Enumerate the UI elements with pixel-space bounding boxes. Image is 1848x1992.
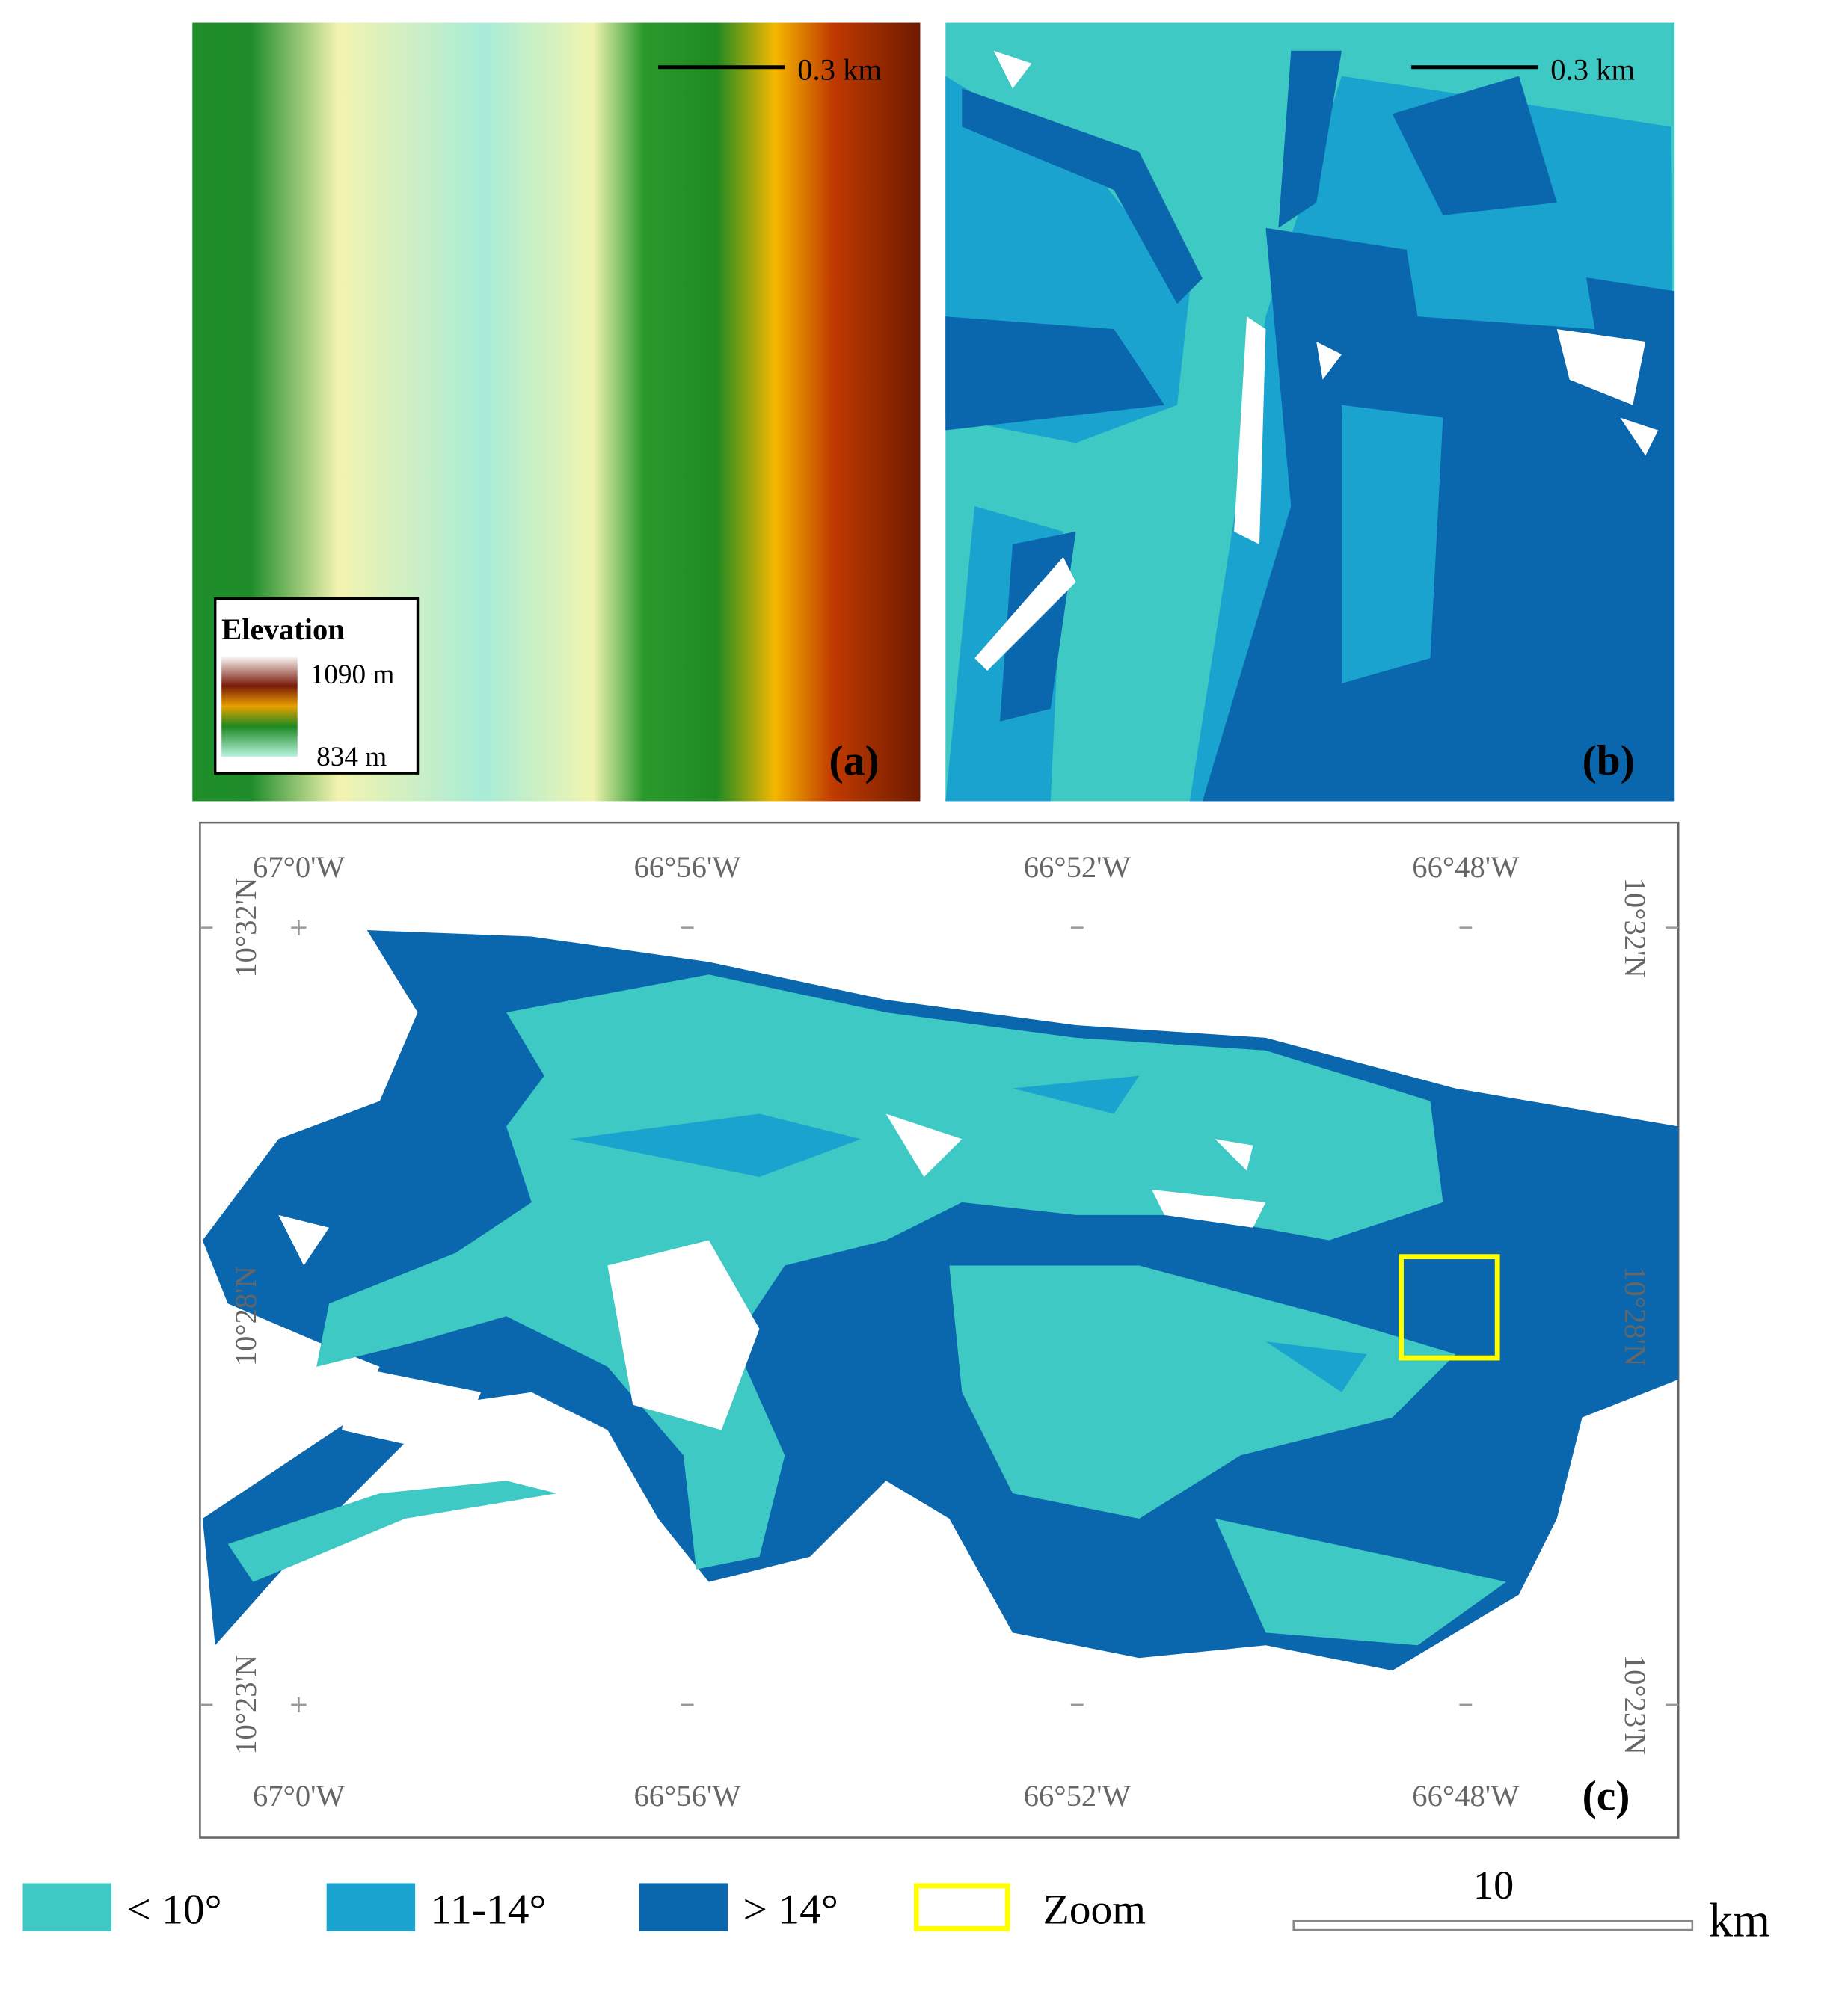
slope-steep	[945, 50, 1675, 802]
legend-title: Elevation	[221, 612, 345, 646]
scale-label: 0.3 km	[797, 53, 882, 87]
legend-swatch	[913, 1883, 1010, 1931]
legend-swatch	[639, 1883, 728, 1931]
panel-label: (b)	[1583, 737, 1635, 784]
graticule	[200, 920, 1679, 1712]
lon-label: 66°56'W	[633, 1779, 741, 1813]
legend-ramp	[221, 655, 298, 757]
lon-label: 66°56'W	[633, 850, 741, 884]
no-data	[974, 50, 1659, 671]
lat-label: 10°23'N	[229, 1655, 263, 1755]
lon-label: 66°48'W	[1412, 850, 1520, 884]
lon-label: 66°52'W	[1024, 850, 1132, 884]
lon-label: 67°0'W	[253, 1779, 345, 1813]
panel-a: 0.3 km Elevation 1090 m 834 m (a)	[192, 22, 921, 802]
lon-label: 67°0'W	[253, 850, 345, 884]
legend-max: 1090 m	[310, 660, 395, 690]
slope-moderate	[1342, 240, 1595, 683]
lat-label: 10°32'N	[1618, 878, 1652, 978]
legend-swatch	[326, 1883, 416, 1931]
slope-moderate	[569, 1075, 1367, 1392]
scale-bar: 10 km	[1292, 1863, 1770, 1947]
legend-label: < 10°	[126, 1887, 221, 1934]
panel-label: (a)	[829, 737, 880, 784]
legend-min: 834 m	[316, 742, 387, 772]
scale-label: 0.3 km	[1550, 53, 1635, 87]
legend-label: > 14°	[743, 1887, 838, 1934]
zoom-box	[1399, 1254, 1500, 1361]
panel-label: (c)	[1583, 1772, 1630, 1819]
slope-gentle	[227, 974, 1507, 1646]
scale-unit: km	[1709, 1894, 1770, 1947]
lon-label: 66°52'W	[1024, 1779, 1132, 1813]
scale-value: 10	[1473, 1863, 1514, 1908]
panel-b: 0.3 km (b)	[945, 22, 1675, 802]
legend-label: 11-14°	[430, 1887, 546, 1934]
legend-label: Zoom	[1043, 1887, 1146, 1934]
lat-label: 10°28'N	[1618, 1266, 1652, 1366]
panel-c: 67°0'W 67°0'W 66°56'W 66°56'W 66°52'W 66°52'W…	[199, 821, 1680, 1839]
legend: < 10° 11-14° > 14° Zoom	[22, 1883, 1146, 1934]
lon-label: 66°48'W	[1412, 1779, 1520, 1813]
scale-bar-rect	[1292, 1919, 1694, 1931]
lat-label: 10°28'N	[229, 1266, 263, 1366]
lat-label: 10°32'N	[229, 878, 263, 978]
legend-swatch	[22, 1883, 111, 1931]
no-data	[278, 1113, 1266, 1456]
lat-label: 10°23'N	[1618, 1655, 1652, 1755]
